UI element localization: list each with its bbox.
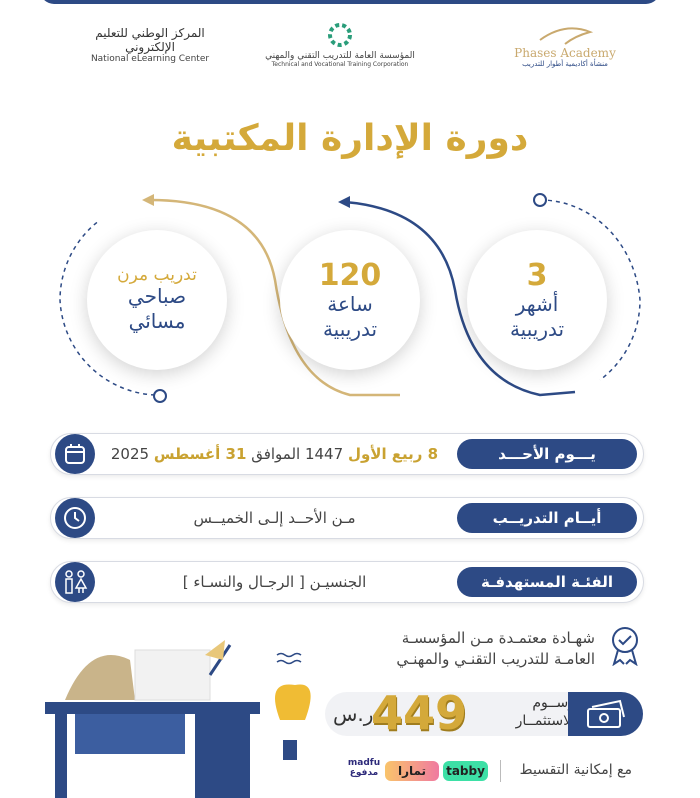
target-group-row: الفئـة المستهدفـة الجنسيـن [ الرجـال وال… [50,561,644,603]
course-title: دورة الإدارة المكتبية [171,118,529,159]
logo-text-sub: منشأة أكاديمية أطوار للتدريب [522,60,608,68]
hours-value: 120 [318,257,382,293]
clock-icon [55,498,95,538]
price-value: 449 [371,686,468,740]
phases-academy-logo: Phases Academy منشأة أكاديمية أطوار للتد… [500,20,630,70]
national-elearning-center-logo: المركز الوطني للتعليم الإلكتروني Nationa… [70,20,230,70]
date-row: يـــوم الأحـــد 8 ربيع الأول 1447 المواف… [50,433,644,475]
morning-label: صباحي [127,284,187,309]
tree-icon [328,22,352,47]
logo-text: المؤسسة العامة للتدريب التقني والمهني [265,50,415,61]
bird-icon [539,27,594,45]
duration-circle: 3 أشهر تدريبية [467,230,607,370]
installment-label: مع إمكانية التقسيط [519,762,632,778]
target-group-label: الفئـة المستهدفـة [457,567,637,597]
price-label: رســوم [532,695,575,711]
madfu-logo: madfu مدفوع [347,758,381,778]
connector-arcs [59,193,641,403]
certificate-text: شهـادة معتمـدة مـن المؤسسـة العامـة للتد… [396,628,595,670]
months-value: 3 [526,257,548,293]
hours-sub: تدريبية [322,316,378,341]
evening-label: مسائي [128,309,186,334]
training-days-label: أيــام التدريــب [457,503,637,533]
money-icon [568,692,643,736]
hijri-year: 1447 الموافق [246,445,348,463]
months-sub: تدريبية [509,316,565,341]
hours-label: ساعة [327,291,373,316]
hours-circle: 120 ساعة تدريبية [280,230,420,370]
price-label-sub: الاستثمــار [515,713,575,730]
logo-text: المركز الوطني للتعليم الإلكتروني [95,26,205,54]
flexible-circle: تدريب مرن صباحي مسائي [87,230,227,370]
tabby-logo: tabby [443,761,488,781]
gregorian-year: 2025 [110,445,154,463]
date-value: 8 ربيع الأول 1447 الموافق 31 أغسطس 2025 [101,434,448,474]
certificate-line1: شهـادة معتمـدة مـن المؤسسـة [401,629,595,647]
date-label: يـــوم الأحـــد [457,439,637,469]
certificate-badge-icon [612,627,638,666]
price-box: ر.س 449 رســوم الاستثمــار [325,688,585,738]
tamara-logo: تمارا [385,761,439,781]
currency-label: ر.س [333,702,374,726]
logo-text-en: National eLearning Center [90,54,210,64]
calendar-icon [55,434,95,474]
logo-text: Phases Academy [514,46,616,60]
gregorian-date: 31 أغسطس [153,445,247,463]
divider [500,760,501,782]
hijri-date: 8 ربيع الأول [347,445,439,463]
men-women-icon [55,562,95,602]
flexible-label: تدريب مرن [117,264,197,285]
top-bar [40,0,660,4]
target-group-value: الجنسيـن [ الرجـال والنسـاء ] [182,573,367,591]
office-desk-illustration [45,640,311,798]
training-days-value: مـن الأحــد إلـى الخميــس [193,509,356,527]
tvtc-logo: المؤسسة العامة للتدريب التقني والمهني Te… [265,20,415,70]
certificate-line2: العامـة للتدريب التقنـي والمهنـي [396,650,595,668]
training-days-row: أيــام التدريــب مـن الأحــد إلـى الخميـ… [50,497,644,539]
months-label: أشهر [515,291,559,316]
logo-text-en: Technical and Vocational Training Corpor… [271,60,409,68]
